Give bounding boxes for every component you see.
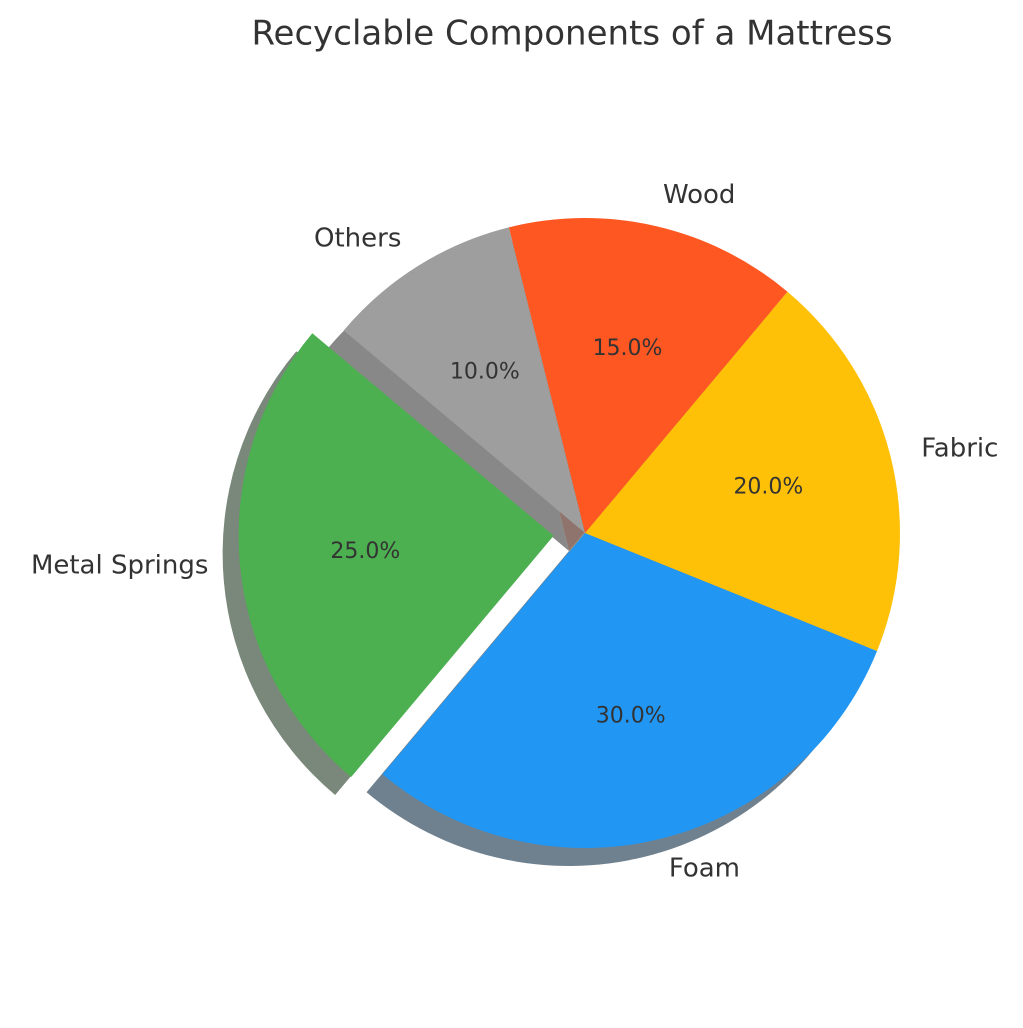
value-label: 20.0% xyxy=(733,474,803,499)
slice-label: Foam xyxy=(669,854,740,884)
value-label: 10.0% xyxy=(450,360,520,385)
slice-label: Metal Springs xyxy=(31,550,209,580)
value-label: 30.0% xyxy=(596,703,666,728)
pie-slice xyxy=(382,533,878,849)
value-label: 15.0% xyxy=(593,336,663,361)
chart-title: Recyclable Components of a Mattress xyxy=(251,14,892,54)
slice-label: Wood xyxy=(663,180,736,210)
pie-slice xyxy=(508,218,788,534)
value-label: 25.0% xyxy=(330,539,400,564)
pie-slice xyxy=(585,291,900,652)
pie-slice xyxy=(343,227,585,533)
slice-label: Others xyxy=(314,224,401,254)
slice-label: Fabric xyxy=(921,434,998,464)
pie-slice xyxy=(238,333,554,778)
